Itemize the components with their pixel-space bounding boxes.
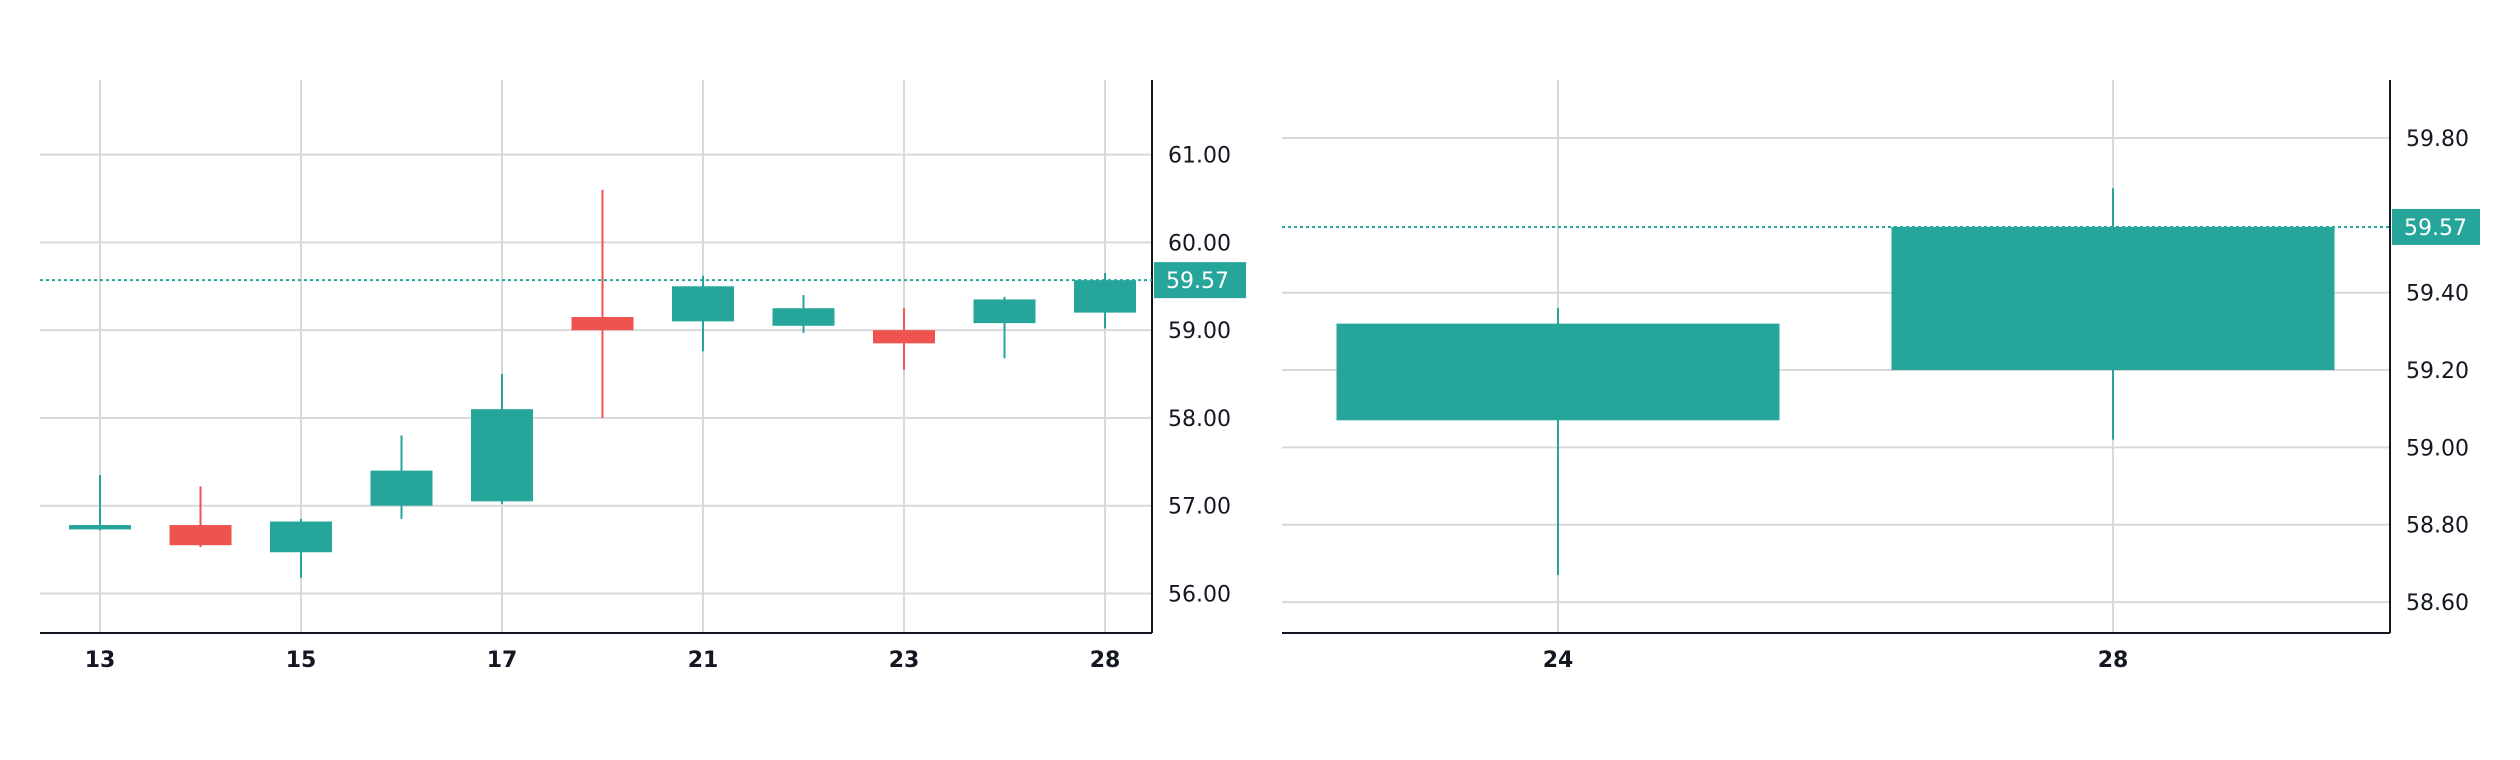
candle-body-up [772,308,835,326]
last-price-tag [2392,208,2480,245]
last-price-tag [1154,262,1246,299]
x-tick-label: 28 [1090,648,1121,673]
candle-body-up [471,409,533,502]
candle-body-up [1336,323,1780,421]
candlestick-chart-right: 58.60 58.80 59.00 59.20 59.40 59.80 24 28 59.57 [1282,80,2480,673]
candle-body-down [169,525,232,546]
y-tick-label: 56.00 [1168,583,1231,608]
y-tick-label: 58.60 [2406,591,2469,616]
x-tick-label: 24 [1543,648,1574,673]
candle-body-up [370,470,433,506]
candle-body-up [1891,226,2335,371]
x-tick-label: 13 [85,648,116,673]
candle-body-down [873,330,935,344]
x-tick-label: 21 [688,648,719,673]
y-tick-label: 57.00 [1168,495,1231,520]
candle-body-up [672,286,734,322]
y-tick-label: 59.80 [2406,127,2469,152]
y-tick-label: 60.00 [1168,231,1231,256]
y-tick-label: 59.00 [1168,319,1231,344]
x-tick-label: 23 [889,648,920,673]
x-tick-label: 15 [286,648,317,673]
y-tick-label: 58.00 [1168,407,1231,432]
y-tick-label: 59.40 [2406,282,2469,307]
x-tick-label: 17 [487,648,518,673]
candle-body-up [270,521,332,553]
candlestick-chart-left: 56.00 57.00 58.00 59.00 60.00 61.00 13 15 17 21 23… [40,80,1246,673]
y-tick-label: 59.20 [2406,359,2469,384]
candle-body-down [571,317,634,331]
last-price-label: 59.57 [2404,216,2467,241]
last-price-label: 59.57 [1166,269,1229,294]
x-tick-label: 28 [2098,648,2129,673]
y-tick-label: 61.00 [1168,144,1231,169]
candle-body-up [1074,280,1136,313]
y-tick-label: 58.80 [2406,514,2469,539]
candle-body-up [69,525,131,530]
y-tick-label: 59.00 [2406,436,2469,461]
candle-body-up [973,299,1036,324]
